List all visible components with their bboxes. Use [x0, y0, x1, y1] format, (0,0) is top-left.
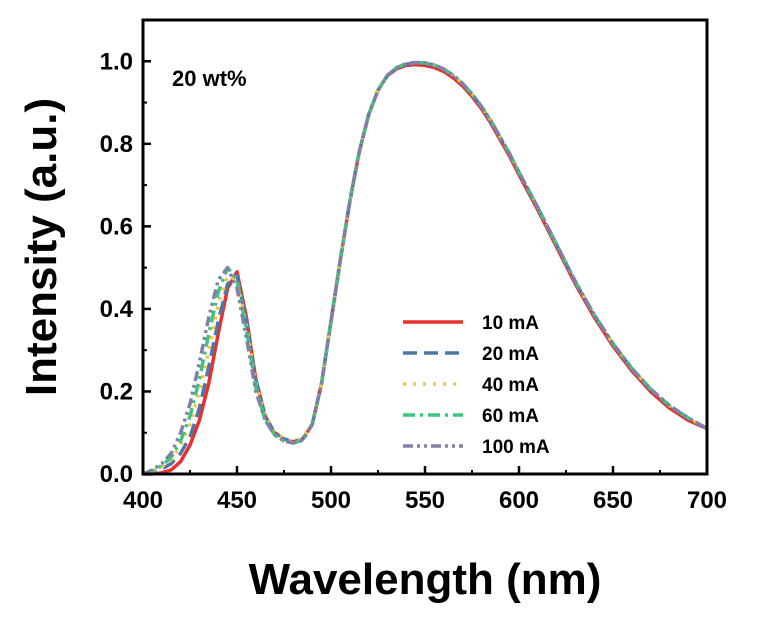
x-axis-ticks: 400 450 500 550 600 650 700: [123, 466, 727, 514]
y-tick-label-5: 1.0: [100, 48, 133, 75]
legend-label-3: 60 mA: [482, 406, 539, 427]
x-tick-label-1: 450: [217, 487, 257, 514]
x-tick-label-6: 700: [687, 487, 727, 514]
series-line-4: [142, 60, 708, 476]
y-tick-label-3: 0.6: [100, 213, 133, 240]
y-tick-label-0: 0.0: [100, 461, 133, 488]
y-axis-title: Intensity (a.u.): [17, 98, 66, 396]
series-layer: [142, 60, 708, 476]
legend-label-4: 100 mA: [482, 437, 550, 458]
annotation-label: 20 wt%: [172, 66, 247, 91]
x-tick-label-3: 550: [405, 487, 445, 514]
legend: 10 mA 20 mA 40 mA 60 mA 100 mA: [403, 313, 550, 458]
legend-label-2: 40 mA: [482, 375, 539, 396]
x-axis-title: Wavelength (nm): [249, 555, 602, 604]
x-tick-label-2: 500: [311, 487, 351, 514]
x-tick-label-4: 600: [499, 487, 539, 514]
y-axis-ticks: 0.0 0.2 0.4 0.6 0.8 1.0: [100, 19, 151, 488]
x-tick-label-5: 650: [593, 487, 633, 514]
x-tick-label-0: 400: [123, 487, 163, 514]
y-tick-label-1: 0.2: [100, 378, 133, 405]
legend-label-0: 10 mA: [482, 313, 539, 334]
y-tick-label-4: 0.8: [100, 131, 133, 158]
legend-label-1: 20 mA: [482, 344, 539, 365]
y-tick-label-2: 0.4: [100, 296, 134, 323]
